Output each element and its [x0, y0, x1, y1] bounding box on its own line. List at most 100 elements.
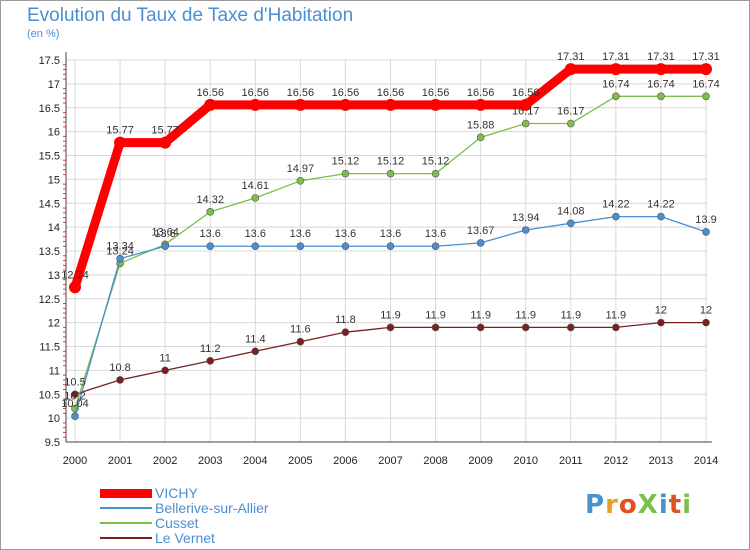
data-label: 10.04	[61, 398, 89, 410]
data-label: 16.56	[377, 87, 405, 99]
data-label: 17.31	[602, 51, 630, 63]
legend-label: Bellerive-sur-Allier	[155, 500, 269, 516]
data-label: 11	[159, 352, 170, 364]
data-point	[249, 98, 262, 111]
data-point	[612, 92, 620, 101]
data-label: 16.56	[287, 87, 315, 99]
data-label: 16.56	[467, 87, 495, 99]
data-label: 16.56	[196, 87, 224, 99]
data-point	[339, 98, 352, 111]
data-point	[612, 323, 620, 332]
data-label: 13.67	[467, 225, 495, 237]
data-point	[206, 208, 215, 216]
data-label: 17.31	[557, 51, 585, 63]
data-label: 13.6	[290, 228, 311, 240]
data-point	[69, 281, 81, 294]
data-label: 16.56	[422, 87, 450, 99]
data-point	[474, 98, 487, 111]
data-point	[206, 242, 215, 251]
y-tick-label: 12.5	[39, 294, 60, 306]
x-tick-label: 2004	[243, 455, 267, 467]
data-label: 14.08	[557, 205, 585, 217]
data-point	[702, 92, 710, 101]
data-point	[476, 323, 485, 332]
y-tick-label: 10	[48, 413, 60, 425]
x-tick-label: 2000	[63, 455, 87, 467]
x-tick-label: 2001	[108, 455, 132, 467]
logo-letter: r	[605, 490, 619, 520]
data-label: 17.31	[692, 51, 720, 63]
legend-label: Le Vernet	[155, 530, 215, 546]
y-tick-label: 10.5	[39, 389, 60, 401]
logo-letter: X	[637, 490, 659, 520]
data-label: 16.17	[512, 106, 540, 118]
data-label: 11.8	[335, 314, 356, 326]
data-point	[71, 412, 79, 421]
data-point	[519, 98, 532, 111]
data-point	[521, 323, 530, 332]
data-label: 16.74	[692, 78, 720, 90]
data-point	[296, 242, 305, 251]
data-label: 13.9	[695, 214, 716, 226]
data-point	[566, 323, 575, 332]
data-point	[431, 323, 440, 332]
x-tick-label: 2012	[604, 455, 628, 467]
data-point	[251, 242, 260, 251]
y-tick-label: 14	[48, 222, 60, 234]
data-label: 11.4	[245, 333, 266, 345]
data-label: 10.2	[64, 391, 85, 403]
data-point	[431, 242, 440, 251]
x-tick-label: 2006	[333, 455, 357, 467]
data-label: 13.6	[245, 228, 266, 240]
data-point	[296, 177, 305, 185]
legend-label: VICHY	[155, 485, 198, 501]
x-tick-label: 2010	[513, 455, 537, 467]
data-label: 13.34	[106, 241, 134, 253]
data-label: 10.8	[109, 362, 130, 374]
data-label: 11.9	[560, 309, 581, 321]
data-label: 14.22	[647, 199, 675, 211]
data-point	[657, 92, 665, 101]
data-point	[566, 219, 575, 228]
chart-title: Evolution du Taux de Taxe d'Habitation	[27, 5, 354, 26]
data-point	[384, 98, 397, 111]
x-tick-label: 2009	[468, 455, 492, 467]
proxiti-logo: ProXiti	[585, 490, 692, 520]
data-point	[116, 376, 124, 384]
data-label: 16.56	[512, 87, 540, 99]
data-label: 16.17	[557, 106, 585, 118]
data-point	[341, 169, 350, 178]
data-point	[700, 63, 712, 76]
y-tick-label: 11.5	[39, 342, 60, 354]
data-point	[206, 357, 215, 365]
data-label: 11.6	[290, 324, 311, 336]
logo-letter: t	[668, 490, 683, 520]
y-unit-label: (en %)	[27, 28, 60, 40]
logo-letter: i	[682, 490, 693, 520]
data-point	[702, 228, 710, 236]
data-label: 16.56	[332, 87, 360, 99]
data-point	[657, 212, 665, 221]
x-tick-label: 2007	[378, 455, 402, 467]
data-label: 11.9	[606, 309, 627, 321]
data-label: 14.22	[602, 199, 630, 211]
x-tick-label: 2008	[423, 455, 447, 467]
data-point	[564, 63, 577, 76]
y-tick-label: 14.5	[39, 198, 60, 210]
x-tick-label: 2005	[288, 455, 312, 467]
legend-swatch	[100, 507, 152, 509]
data-label: 13.94	[512, 212, 540, 224]
data-label: 12	[700, 305, 712, 317]
data-label: 13.6	[154, 228, 175, 240]
y-tick-label: 16.5	[39, 103, 60, 115]
data-point	[386, 242, 395, 251]
data-label: 13.6	[380, 228, 401, 240]
x-tick-label: 2002	[153, 455, 177, 467]
y-tick-label: 12	[48, 318, 60, 330]
data-point	[476, 239, 485, 247]
data-point	[654, 63, 667, 76]
data-point	[657, 318, 665, 327]
logo-letter: o	[618, 490, 638, 520]
logo-letter: i	[658, 490, 669, 520]
logo-letter: P	[585, 490, 606, 520]
